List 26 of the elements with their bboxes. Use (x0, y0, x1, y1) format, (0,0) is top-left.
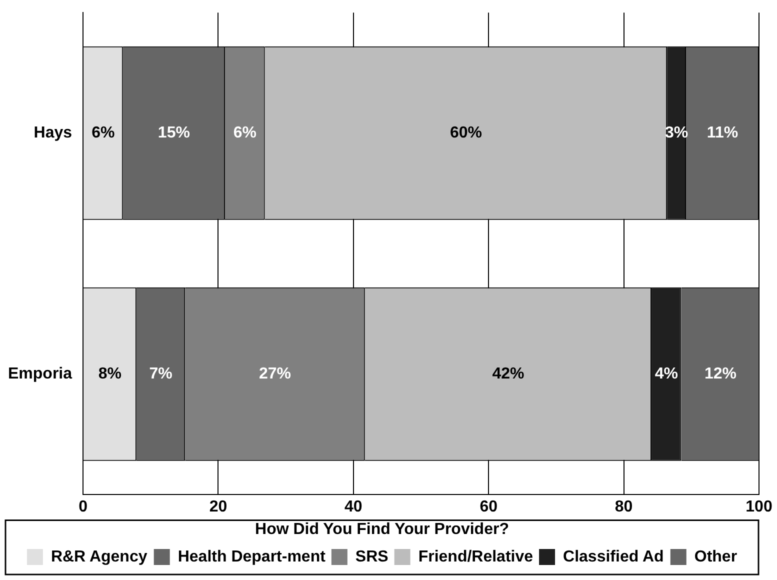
x-tick-label: 60 (480, 498, 498, 516)
data-label: 6% (92, 124, 115, 142)
data-label: 6% (233, 124, 256, 142)
x-tick-label: 100 (746, 498, 772, 516)
data-label: 27% (258, 366, 292, 383)
data-label: 4% (654, 366, 678, 383)
data-label: 42% (492, 366, 524, 383)
legend-label: Friend/Relative (418, 548, 534, 566)
data-label: 12% (704, 366, 736, 383)
legend-label: SRS (355, 548, 389, 566)
data-label: 15% (158, 124, 190, 142)
legend-title: How Did You Find Your Provider? (255, 521, 509, 538)
data-label: 7% (149, 366, 172, 383)
x-tick-label: 20 (209, 498, 228, 516)
data-label: 11% (706, 124, 738, 142)
legend-label: Other (694, 548, 738, 566)
data-label: 8% (98, 366, 122, 383)
x-tick-label: 80 (614, 498, 633, 516)
y-tick-label: Hays (34, 124, 72, 142)
x-tick-label: 0 (78, 498, 88, 516)
legend-label: Health Depart-ment (178, 548, 326, 566)
y-tick-label: Emporia (8, 366, 72, 383)
x-tick-label: 40 (344, 498, 362, 516)
legend-label: Classified Ad (563, 548, 664, 566)
legend-label: R&R Agency (50, 548, 148, 566)
data-label: 60% (450, 124, 482, 142)
